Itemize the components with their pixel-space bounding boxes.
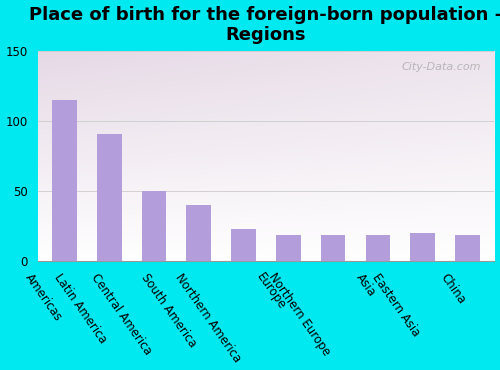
Bar <box>97 134 122 261</box>
Bar <box>142 191 167 261</box>
Bar <box>186 205 211 261</box>
Bar <box>366 235 390 261</box>
Bar <box>232 229 256 261</box>
Bar <box>455 235 480 261</box>
Bar <box>410 233 435 261</box>
Title: Place of birth for the foreign-born population -
Regions: Place of birth for the foreign-born popu… <box>30 6 500 44</box>
Bar <box>52 100 76 261</box>
Text: City-Data.com: City-Data.com <box>401 62 480 72</box>
Bar <box>276 235 300 261</box>
Bar <box>321 235 345 261</box>
